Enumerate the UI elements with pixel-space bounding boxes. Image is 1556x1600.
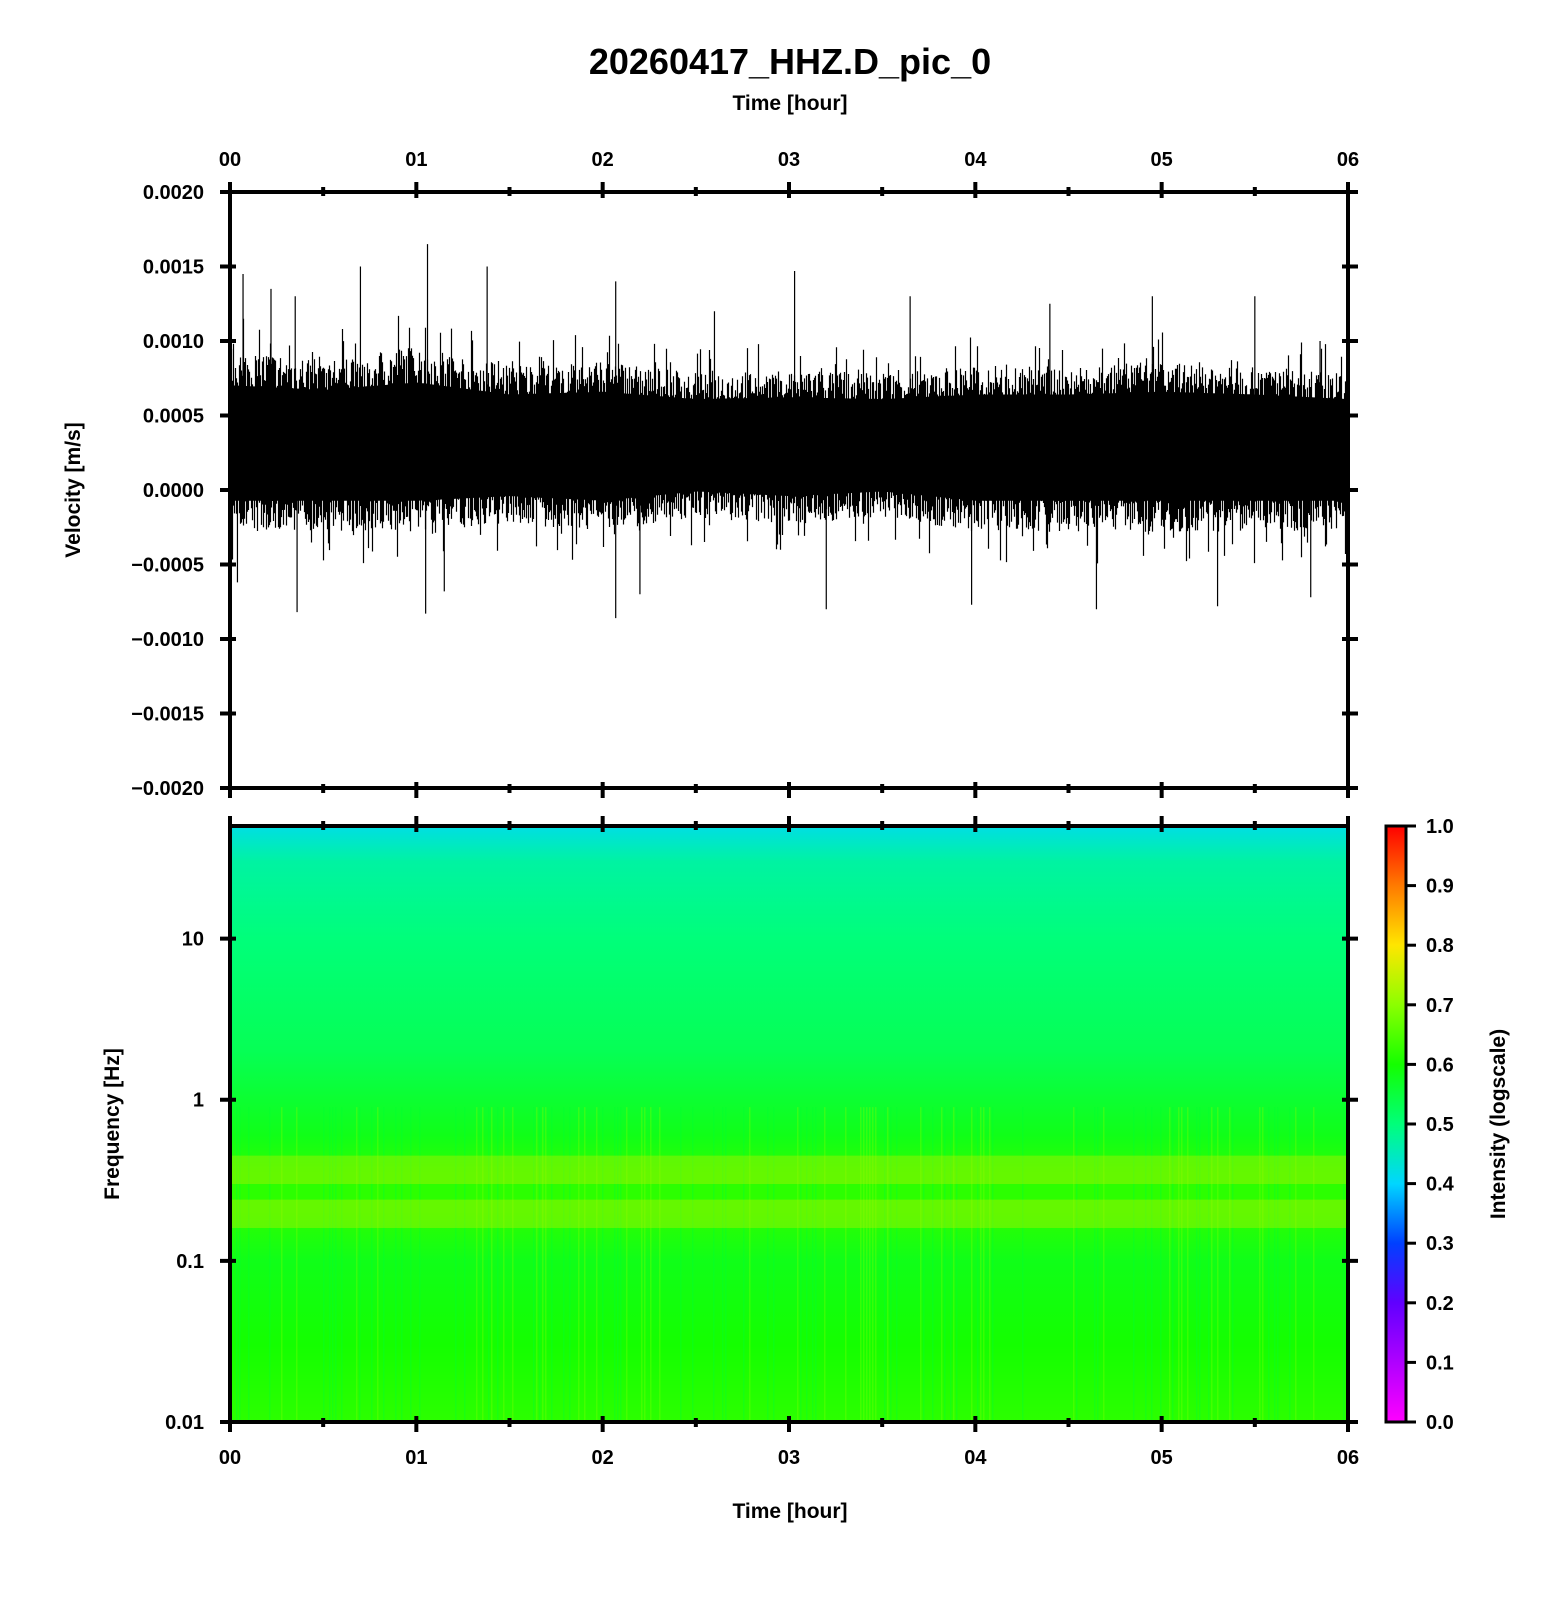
spectrogram-y-tick-label: 1: [193, 1090, 204, 1112]
spectrogram-ticks: 00 01 02 03 04 05 06 10 1 0.1 0.01: [165, 816, 1359, 1469]
spectrogram-x-tick-label: 00: [219, 1447, 241, 1469]
seismogram-y-tick-label: 0.0010: [143, 331, 204, 353]
spectrogram-x-tick-label: 05: [1151, 1447, 1173, 1469]
seismogram-panel: 00 01 02 03 04 05 06 0.0020 0.0015 0.0010 0.0005 0.…: [62, 149, 1359, 800]
colorbar-tick-label: 0.5: [1426, 1114, 1454, 1136]
colorbar-tick-label: 0.3: [1426, 1233, 1454, 1255]
colorbar-tick-label: 0.6: [1426, 1054, 1454, 1076]
spectrogram-x-axis-label: Time [hour]: [732, 1500, 847, 1523]
spectrogram-x-tick-label: 03: [778, 1447, 800, 1469]
seismogram-y-tick-label: −0.0020: [131, 778, 204, 800]
colorbar-tick-label: 1.0: [1426, 816, 1454, 838]
colorbar-ticks: 1.0 0.9 0.8 0.7 0.6 0.5 0.4 0.3 0.2 0.1 0.0: [1406, 816, 1455, 1434]
seismogram-y-axis-label: Velocity [m/s]: [62, 422, 85, 557]
spectrogram-x-tick-label: 02: [592, 1447, 614, 1469]
colorbar-tick-label: 0.2: [1426, 1293, 1454, 1315]
spectrogram-y-tick-label: 10: [182, 929, 204, 951]
top-x-axis-label: Time [hour]: [732, 92, 847, 115]
seismogram-trace: [230, 244, 1348, 619]
seismogram-x-tick-label: 02: [592, 149, 614, 171]
spectrogram-y-axis-label: Frequency [Hz]: [101, 1048, 124, 1200]
seismogram-ticks: 00 01 02 03 04 05 06 0.0020 0.0015 0.0010 0.0005 0.…: [131, 149, 1359, 800]
seismogram-x-tick-label: 00: [219, 149, 241, 171]
spectrogram-panel: 00 01 02 03 04 05 06 10 1 0.1 0.01 Time [hour] Fre…: [101, 816, 1359, 1523]
seismogram-x-tick-label: 05: [1151, 149, 1173, 171]
spectrogram-heatmap: [230, 826, 1348, 1422]
chart-title: 20260417_HHZ.D_pic_0: [589, 41, 991, 82]
colorbar-tick-label: 0.8: [1426, 935, 1454, 957]
colorbar-tick-label: 0.0: [1426, 1412, 1454, 1434]
colorbar-tick-label: 0.9: [1426, 876, 1454, 898]
spectrogram-x-tick-label: 01: [405, 1447, 427, 1469]
spectrogram-y-tick-label: 0.1: [176, 1251, 204, 1273]
seismogram-x-tick-label: 06: [1337, 149, 1359, 171]
colorbar-gradient: [1384, 824, 1408, 1424]
spectrogram-y-tick-label: 0.01: [165, 1412, 204, 1434]
seismogram-x-tick-label: 04: [964, 149, 987, 171]
colorbar: 1.0 0.9 0.8 0.7 0.6 0.5 0.4 0.3 0.2 0.1 0.0 Intens…: [1384, 816, 1510, 1434]
spectrogram-x-tick-label: 04: [964, 1447, 987, 1469]
seismogram-y-tick-label: 0.0020: [143, 182, 204, 204]
seismogram-y-tick-label: 0.0015: [143, 257, 204, 279]
seismogram-y-tick-label: 0.0005: [143, 406, 204, 428]
seismogram-x-tick-label: 03: [778, 149, 800, 171]
seismogram-x-tick-label: 01: [405, 149, 427, 171]
spectrogram-texture: [230, 1107, 1348, 1422]
colorbar-tick-label: 0.4: [1426, 1174, 1455, 1196]
seismogram-y-tick-label: −0.0015: [131, 704, 204, 726]
seismogram-y-tick-label: −0.0005: [131, 555, 204, 577]
seismogram-y-tick-label: −0.0010: [131, 629, 204, 651]
seismogram-trace-core: [230, 382, 1348, 501]
colorbar-tick-label: 0.7: [1426, 995, 1454, 1017]
seismogram-y-tick-label: 0.0000: [143, 480, 204, 502]
colorbar-tick-label: 0.1: [1426, 1352, 1454, 1374]
colorbar-label: Intensity (logscale): [1487, 1029, 1510, 1219]
spectrogram-x-tick-label: 06: [1337, 1447, 1359, 1469]
